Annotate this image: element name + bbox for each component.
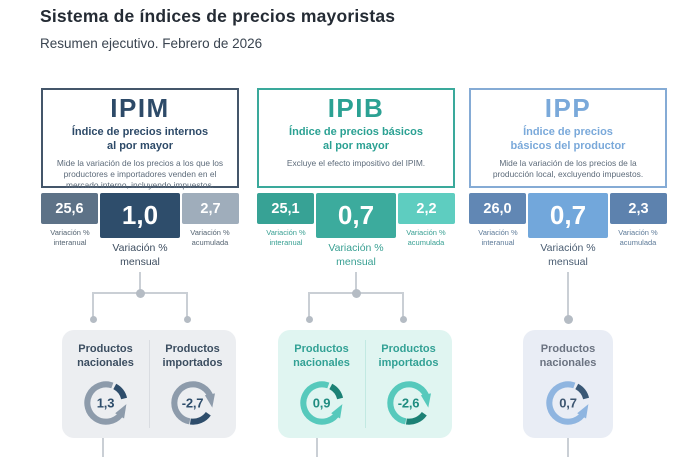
- ipp-breakdown-panel: Productos nacionales 0,7: [523, 330, 613, 438]
- ipib-productos-importados: Productos importados -2,6: [365, 330, 452, 438]
- ipp-acumulada-value: 2,3: [610, 193, 667, 224]
- ipp-acumulada-label: Variación % acumulada: [618, 228, 658, 248]
- ipim-interanual-value: 25,6: [41, 193, 98, 224]
- cycle-arrow-positive-icon: [299, 380, 343, 425]
- connector-dot: [135, 288, 145, 298]
- ipp-mensual-label: Variación % mensual: [540, 242, 596, 268]
- ipim-description: Mide la variación de los precios a los q…: [56, 157, 224, 191]
- breakdown-value: 0,9: [312, 395, 331, 411]
- ipim-mensual-label: Variación % mensual: [112, 242, 168, 268]
- ipp-productos-nacionales: Productos nacionales 0,7: [523, 330, 613, 438]
- connector-stem: [139, 272, 141, 293]
- connector-stem: [355, 272, 357, 293]
- ipp-header-card: IPP Índice de precios básicos del produc…: [469, 88, 667, 188]
- breakdown-label: Productos importados: [378, 343, 439, 370]
- connector-dot: [351, 288, 361, 298]
- breakdown-value: -2,7: [181, 395, 204, 411]
- breakdown-label: Productos nacionales: [293, 343, 350, 370]
- breakdown-label: Productos nacionales: [77, 343, 134, 370]
- ipib-productos-nacionales: Productos nacionales 0,9: [278, 330, 365, 438]
- panel-divider: [364, 340, 366, 428]
- cycle-arrow-negative-icon: [386, 380, 431, 425]
- flow-line-down: [102, 438, 104, 457]
- cycle-arrow-positive-icon: [546, 380, 590, 425]
- cycle-arrow-icon: 1,3: [78, 375, 134, 431]
- column-ipp: IPP Índice de precios básicos del produc…: [469, 88, 667, 457]
- connector-dot: [183, 316, 191, 323]
- ipim-productos-nacionales: Productos nacionales 1,3: [62, 330, 149, 438]
- column-ipib: IPIB Índice de precios básicos al por ma…: [257, 88, 455, 457]
- ipib-breakdown-panel: Productos nacionales 0,9 Productos impor…: [278, 330, 452, 438]
- panel-divider: [148, 340, 150, 428]
- breakdown-value: -2,6: [397, 395, 420, 411]
- cycle-arrow-icon: -2,7: [165, 375, 221, 431]
- ipp-mensual-value: 0,7: [528, 193, 608, 238]
- flow-line-down: [316, 438, 318, 457]
- ipim-acronym: IPIM: [110, 93, 170, 123]
- cycle-arrow-icon: -2,6: [381, 375, 437, 431]
- page-subtitle: Resumen ejecutivo. Febrero de 2026: [40, 36, 263, 51]
- cycle-arrow-negative-icon: [170, 380, 215, 425]
- ipim-index-name: Índice de precios internos al por mayor: [71, 126, 209, 153]
- connector-dot: [399, 316, 407, 323]
- ipp-description: Mide la variación de los precios de la p…: [492, 157, 644, 179]
- breakdown-value: 1,3: [96, 395, 115, 411]
- breakdown-label: Productos nacionales: [539, 343, 597, 370]
- ipim-mensual-value: 1,0: [100, 193, 180, 238]
- connector-dot: [563, 315, 573, 324]
- ipib-acronym: IPIB: [327, 93, 385, 123]
- flow-line-down: [567, 438, 569, 457]
- cycle-arrow-positive-icon: [83, 380, 127, 425]
- connector-dot: [305, 316, 313, 323]
- connector-stem: [567, 272, 569, 320]
- ipim-interanual-label: Variación % interanual: [50, 228, 90, 248]
- connector-drop-right: [402, 292, 404, 320]
- connector-drop-right: [186, 292, 188, 320]
- ipib-index-name: Índice de precios básicos al por mayor: [289, 126, 423, 153]
- ipp-interanual-value: 26,0: [469, 193, 526, 224]
- ipim-productos-importados: Productos importados -2,7: [149, 330, 236, 438]
- ipib-acumulada-value: 2,2: [398, 193, 455, 224]
- ipib-description: Excluye el efecto impositivo del IPIM.: [286, 157, 426, 168]
- ipib-interanual-label: Variación % interanual: [266, 228, 306, 248]
- ipib-interanual-value: 25,1: [257, 193, 314, 224]
- ipib-mensual-label: Variación % mensual: [328, 242, 384, 268]
- ipim-acumulada-value: 2,7: [182, 193, 239, 224]
- cycle-arrow-icon: 0,9: [294, 375, 350, 431]
- ipp-interanual-label: Variación % interanual: [478, 228, 518, 248]
- ipib-acumulada-label: Variación % acumulada: [406, 228, 446, 248]
- ipim-header-card: IPIM Índice de precios internos al por m…: [41, 88, 239, 190]
- ipim-breakdown-panel: Productos nacionales 1,3 Productos impor…: [62, 330, 236, 438]
- ipib-mensual-value: 0,7: [316, 193, 396, 238]
- cycle-arrow-icon: 0,7: [540, 375, 596, 431]
- connector-drop-left: [308, 292, 310, 320]
- column-ipim: IPIM Índice de precios internos al por m…: [41, 88, 239, 457]
- page-title: Sistema de índices de precios mayoristas: [40, 6, 396, 26]
- connector-drop-left: [92, 292, 94, 320]
- connector-dot: [89, 316, 97, 323]
- breakdown-label: Productos importados: [162, 343, 223, 370]
- ipp-acronym: IPP: [544, 93, 592, 123]
- ipim-acumulada-label: Variación % acumulada: [190, 228, 230, 248]
- ipib-header-card: IPIB Índice de precios básicos al por ma…: [257, 88, 455, 188]
- ipp-index-name: Índice de precios básicos del productor: [510, 126, 626, 153]
- breakdown-value: 0,7: [559, 395, 577, 411]
